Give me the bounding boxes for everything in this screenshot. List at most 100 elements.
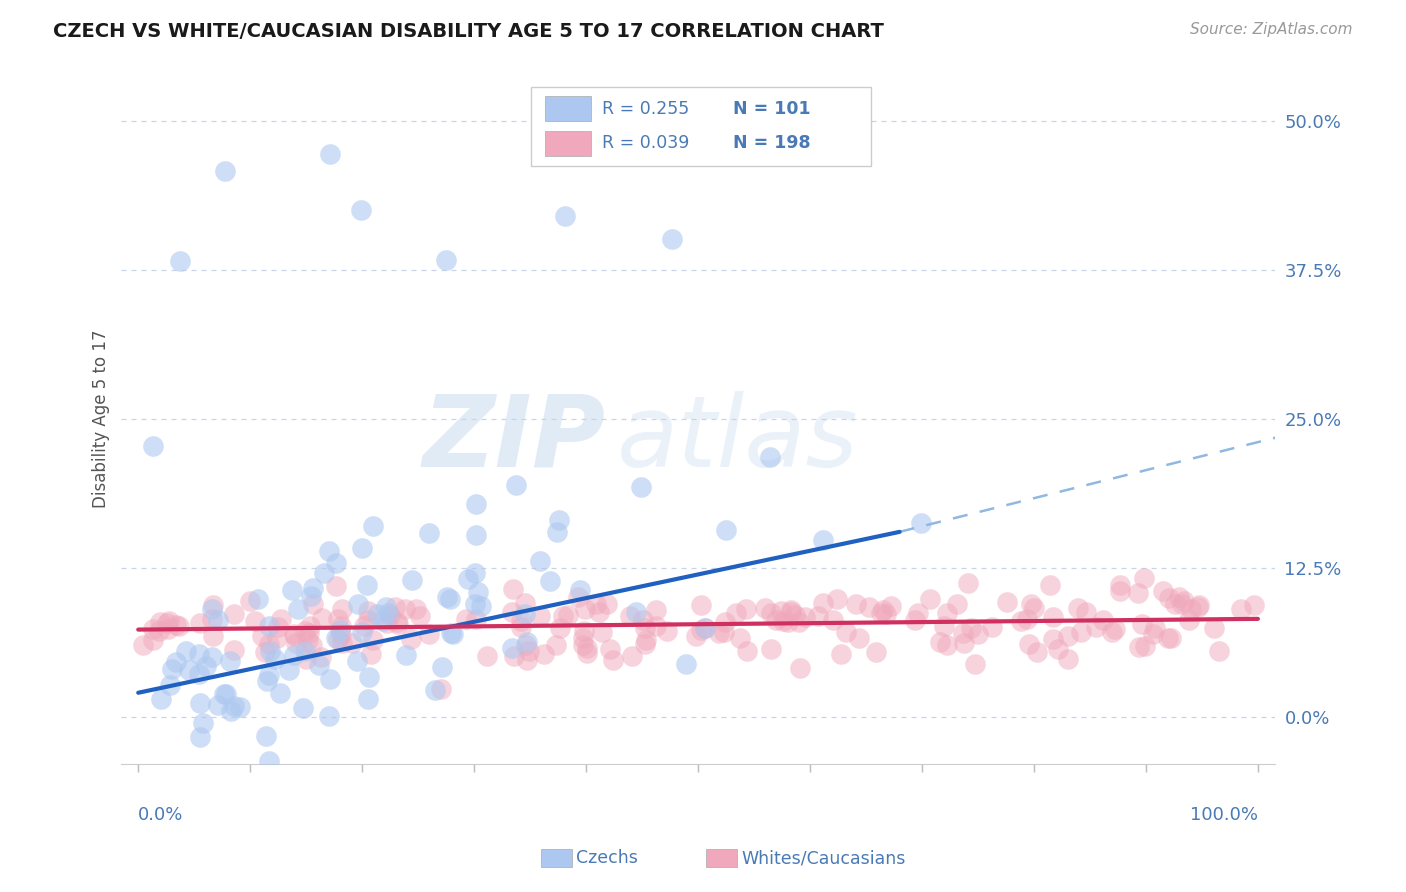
Point [283, 648, 305, 663]
Point [297, 632, 319, 647]
Point [318, 709, 340, 723]
Point [294, 624, 316, 638]
Point [149, 691, 172, 706]
Point [302, 597, 325, 611]
Point [325, 556, 347, 570]
Point [1022, 601, 1045, 615]
Point [952, 626, 974, 640]
Text: 100.0%: 100.0% [1189, 805, 1258, 823]
Point [630, 480, 652, 494]
Point [246, 591, 269, 606]
Point [505, 478, 527, 492]
Point [1042, 610, 1064, 624]
Point [655, 624, 678, 638]
Point [695, 621, 717, 635]
Point [1204, 621, 1226, 635]
Point [259, 668, 281, 682]
Point [330, 635, 353, 649]
Point [934, 619, 956, 633]
Text: Whites/Caucasians: Whites/Caucasians [741, 849, 905, 867]
Point [1173, 594, 1195, 608]
Point [456, 612, 478, 626]
Point [311, 650, 333, 665]
Point [516, 635, 538, 649]
Point [395, 648, 418, 663]
Point [904, 613, 927, 627]
Point [960, 621, 983, 635]
Point [953, 636, 976, 650]
Text: Czechs: Czechs [576, 849, 638, 867]
Point [443, 627, 465, 641]
Point [257, 637, 280, 651]
Point [467, 585, 489, 599]
Point [1208, 643, 1230, 657]
Point [735, 644, 758, 658]
Point [295, 652, 318, 666]
Point [728, 631, 751, 645]
Point [201, 602, 224, 616]
Point [574, 602, 596, 616]
Point [716, 523, 738, 537]
Point [401, 573, 423, 587]
Point [308, 657, 330, 672]
Point [920, 592, 942, 607]
Point [1056, 629, 1078, 643]
Point [845, 597, 868, 611]
Point [1019, 598, 1042, 612]
Point [1188, 598, 1211, 612]
Point [360, 647, 382, 661]
Point [361, 518, 384, 533]
Point [357, 604, 380, 618]
Point [477, 649, 499, 664]
Point [156, 616, 179, 631]
Point [872, 602, 894, 616]
Point [1046, 641, 1069, 656]
Point [377, 606, 399, 620]
Point [253, 646, 276, 660]
Point [277, 663, 299, 677]
Point [465, 497, 488, 511]
Point [1187, 600, 1209, 615]
Point [772, 614, 794, 628]
Point [830, 647, 852, 661]
Point [212, 688, 235, 702]
Point [301, 638, 323, 652]
Point [1017, 612, 1039, 626]
Text: N = 101: N = 101 [733, 100, 810, 118]
Point [375, 600, 398, 615]
Point [464, 597, 486, 611]
Point [599, 642, 621, 657]
Point [356, 578, 378, 592]
Point [645, 603, 668, 617]
Point [350, 625, 373, 640]
Point [502, 582, 524, 596]
Point [529, 609, 551, 624]
Text: N = 198: N = 198 [733, 135, 810, 153]
Point [510, 620, 533, 634]
Point [387, 616, 409, 631]
Point [434, 252, 457, 267]
Point [298, 618, 321, 632]
Point [875, 607, 897, 621]
Point [572, 638, 595, 652]
Point [165, 618, 187, 632]
Point [318, 146, 340, 161]
Point [405, 602, 427, 616]
Point [644, 618, 666, 632]
Point [538, 574, 561, 588]
Point [1171, 597, 1194, 611]
Point [167, 619, 190, 633]
Point [576, 646, 599, 660]
Point [624, 605, 647, 619]
Point [470, 599, 492, 613]
Point [780, 605, 803, 619]
Point [759, 606, 782, 620]
Point [1039, 578, 1062, 592]
Point [1168, 591, 1191, 605]
Point [149, 615, 172, 629]
Point [870, 606, 893, 620]
Point [409, 608, 432, 623]
Point [1101, 625, 1123, 640]
Point [329, 624, 352, 638]
Point [1109, 584, 1132, 599]
